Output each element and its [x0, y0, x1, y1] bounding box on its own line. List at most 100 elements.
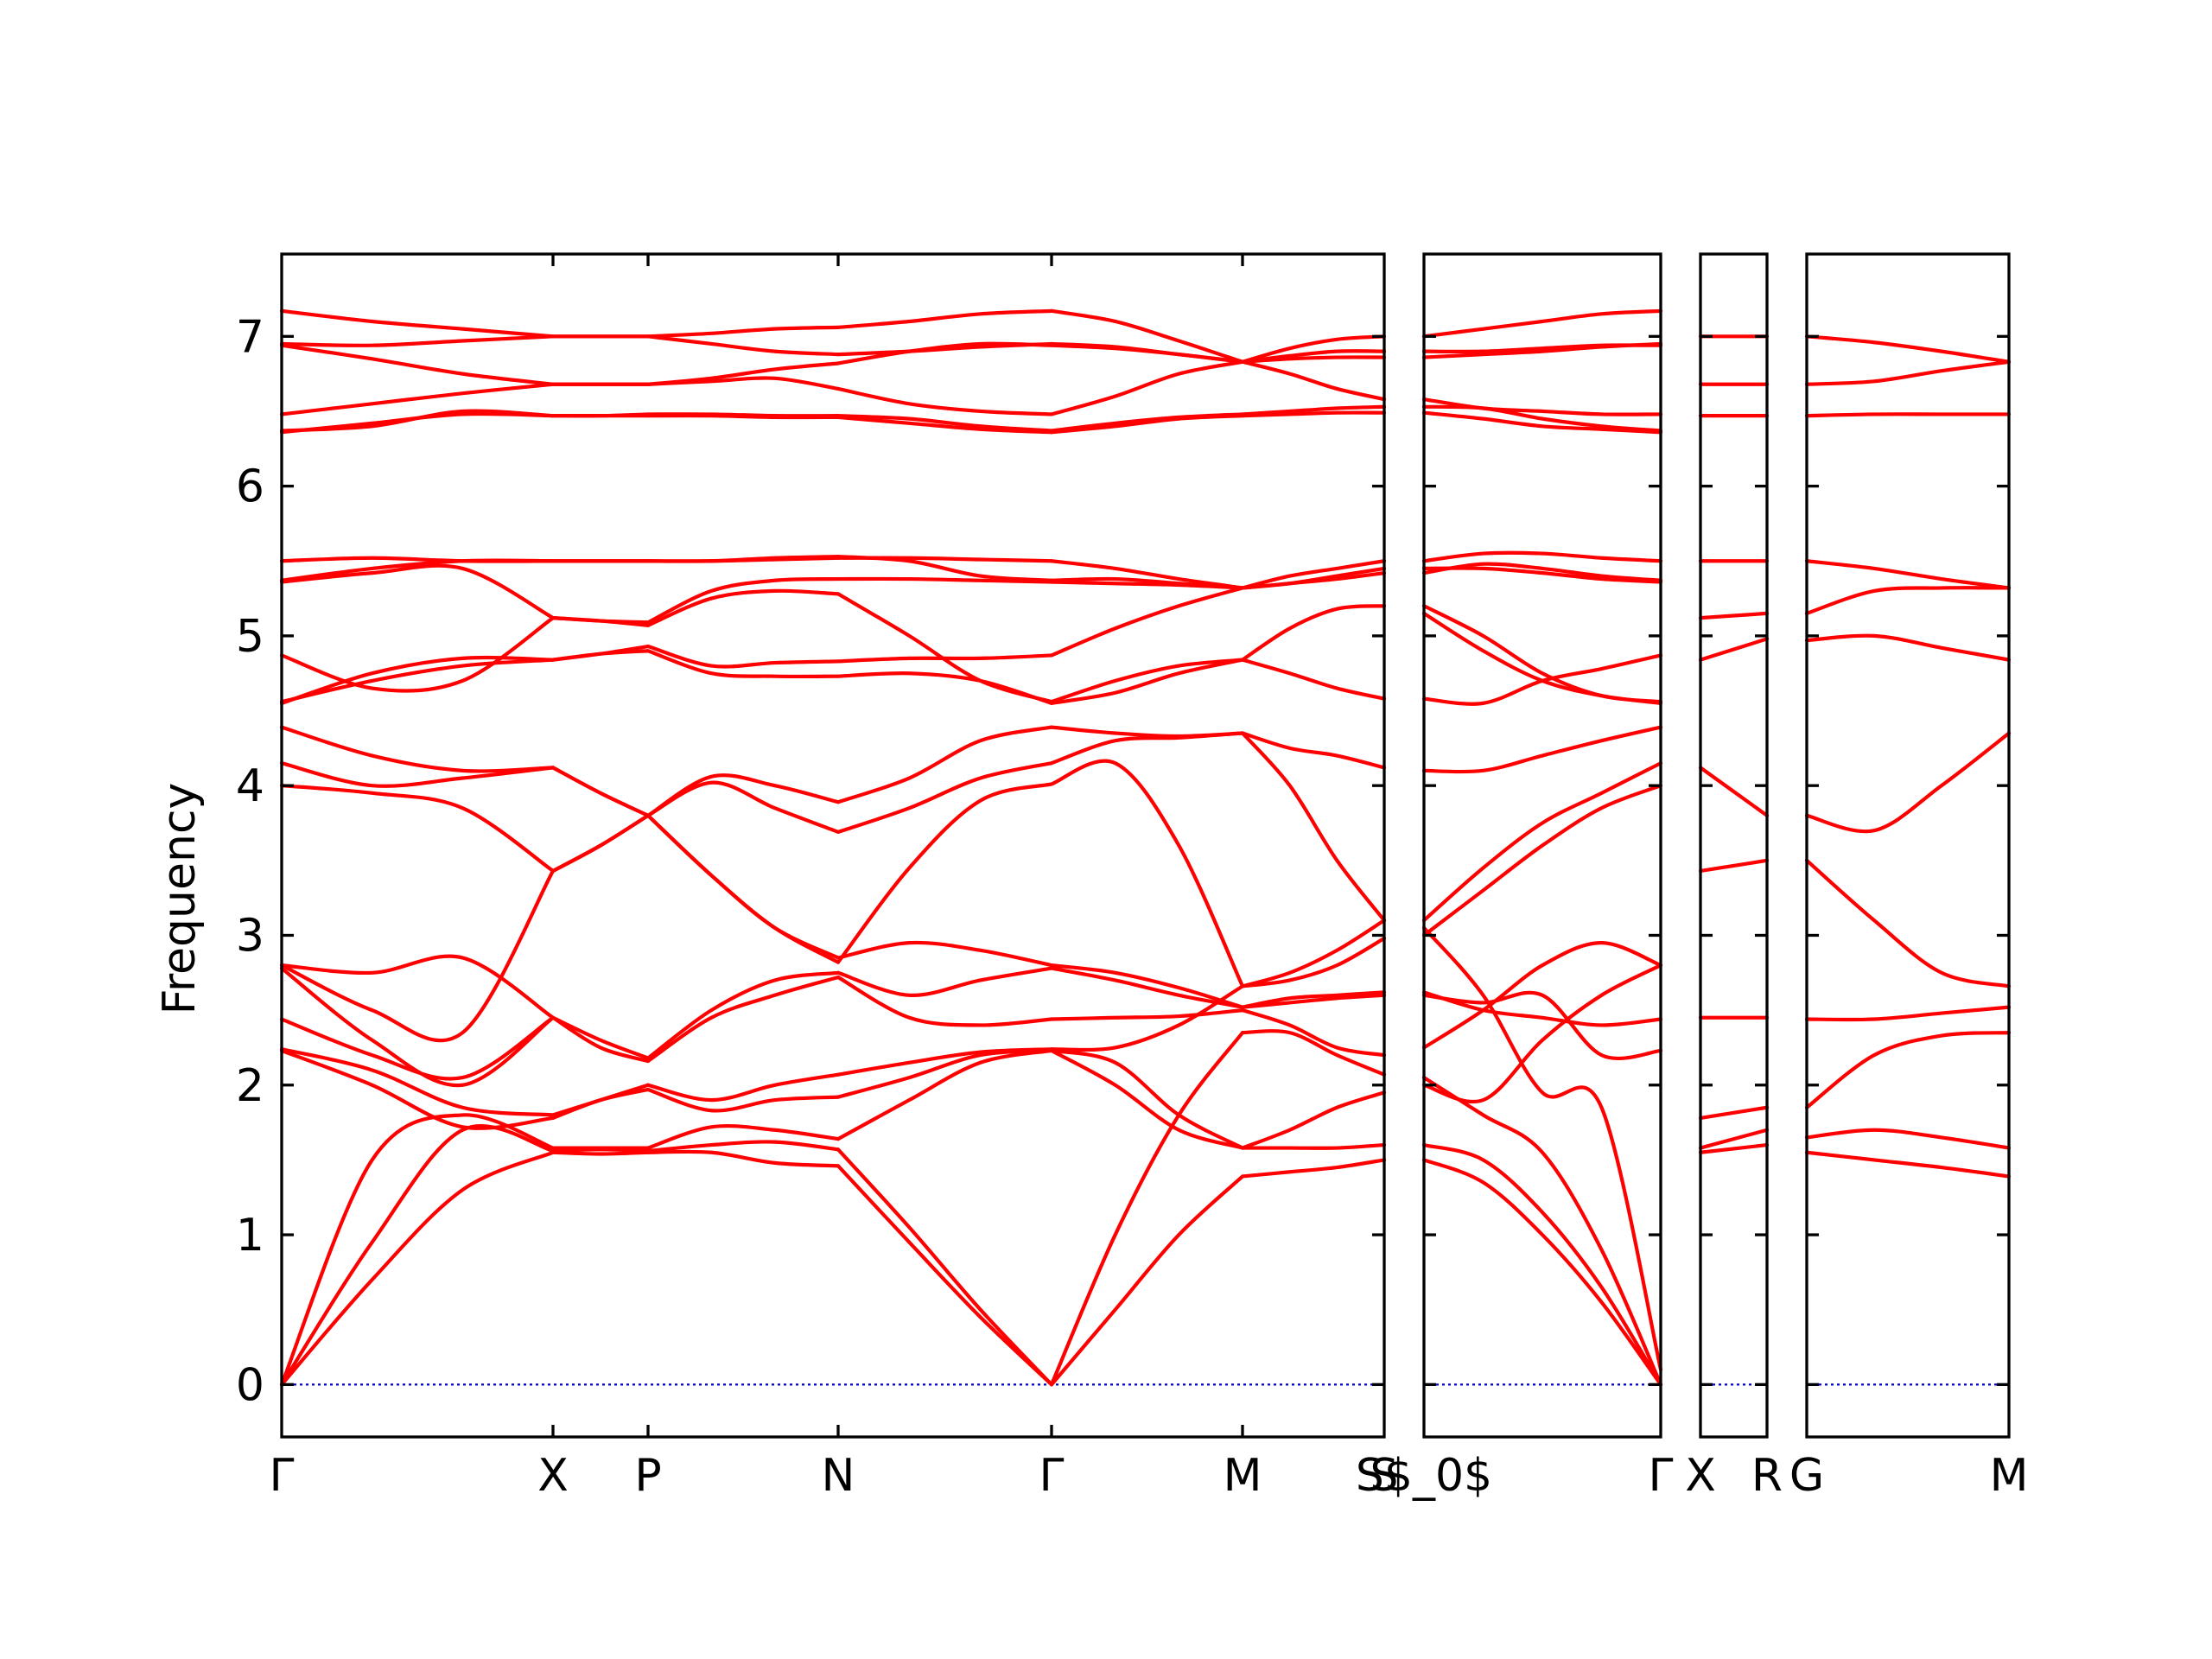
band-line-p1-s5-b11	[1049, 725, 1245, 739]
band-line-p1-s1-b15	[279, 616, 556, 693]
band-line-p1-s2-b11	[550, 766, 651, 817]
band-line-p1-s3-b13	[645, 644, 841, 669]
band-line-p1-s3-b22	[645, 334, 841, 357]
band-line-p3-s1-b1	[1698, 1142, 1770, 1154]
band-line-p1-s4-b12	[836, 671, 1054, 705]
band-line-p1-s6-b10	[1240, 731, 1387, 923]
band-line-p1-s3-b3	[645, 1123, 841, 1150]
band-line-p2-s1-b14	[1421, 653, 1663, 706]
band-line-p1-s1-b7	[279, 966, 556, 1088]
x-tick-label: M	[1224, 1450, 1262, 1502]
x-tick-label: S$_0$	[1356, 1450, 1492, 1502]
x-tick-label: N	[822, 1450, 855, 1502]
band-line-p2-s1-b22	[1421, 343, 1663, 353]
band-line-p4-s1-b1	[1804, 1150, 2012, 1179]
band-line-p1-s4-b2	[836, 1147, 1054, 1387]
band-line-p1-s5-b10	[1049, 731, 1245, 766]
band-line-p1-s1-b2	[279, 1124, 556, 1387]
band-line-p3-s1-b6	[1698, 766, 1770, 817]
band-line-p1-s3-b12	[645, 649, 841, 679]
y-tick-label: 6	[236, 461, 264, 513]
band-line-p1-s4-b6	[836, 975, 1054, 1027]
band-line-p1-s1-b23	[279, 334, 556, 347]
band-line-p1-s1-b5	[279, 1047, 556, 1117]
band-line-p1-s3-b2	[645, 1140, 841, 1154]
band-line-p1-s5-b20	[1049, 359, 1245, 416]
x-tick-label: X	[1685, 1450, 1716, 1502]
y-tick-label: 7	[236, 311, 264, 363]
y-axis-label: Frequency	[154, 783, 206, 1015]
band-line-p1-s4-b5	[836, 1047, 1054, 1077]
panel-frame	[1422, 252, 1662, 1439]
band-line-p1-s6-b2	[1240, 1142, 1387, 1150]
x-tick-label: Γ	[270, 1450, 295, 1502]
band-line-p1-s6-b19	[1240, 359, 1387, 402]
band-line-p1-s6-b7	[1240, 993, 1387, 1009]
band-line-p1-s5-b9	[1049, 759, 1245, 988]
band-line-p1-s3-b1	[645, 1149, 841, 1168]
band-line-p1-s1-b1	[279, 1150, 556, 1387]
band-line-p1-s4-b18	[836, 415, 1054, 435]
band-line-p1-s6-b17	[1240, 410, 1387, 418]
band-line-p1-s3-b11	[645, 773, 841, 817]
y-tick-label: 0	[236, 1359, 264, 1411]
band-line-p1-s5-b4	[1049, 1048, 1245, 1150]
band-line-p1-s3-b7	[645, 970, 841, 1060]
x-tick-label: R	[1751, 1450, 1783, 1502]
band-line-p1-s1-b14	[279, 658, 556, 704]
band-line-p4-s1-b4	[1804, 1005, 2012, 1022]
band-line-p1-s6-b5	[1240, 936, 1387, 988]
band-line-p2-s1-b3	[1421, 1076, 1663, 1387]
band-line-p1-s6-b12	[1240, 658, 1387, 701]
band-line-p1-s4-b1	[836, 1164, 1054, 1387]
band-line-p1-s1-b8	[279, 954, 556, 1020]
band-line-p1-s6-b11	[1240, 731, 1387, 770]
band-line-p1-s3-b17	[645, 556, 841, 563]
band-panel-2: S$_0$ Γ	[1356, 252, 1674, 1502]
band-line-p1-s5-b13	[1049, 586, 1245, 658]
band-line-p1-s3-b8	[645, 813, 841, 960]
band-line-p1-s2-b15	[550, 616, 651, 625]
band-line-p2-s1-b7	[1421, 990, 1663, 1060]
band-line-p1-s1-b11	[279, 761, 556, 788]
band-line-p1-s2-b5	[550, 1083, 651, 1117]
band-line-p1-s5-b19	[1049, 412, 1245, 433]
y-tick-label: 2	[236, 1060, 264, 1112]
band-line-p3-s1-b7	[1698, 637, 1770, 662]
band-line-p1-s5-b22	[1049, 341, 1245, 364]
band-line-p2-s1-b13	[1421, 611, 1663, 705]
band-line-p2-s1-b11	[1421, 725, 1663, 774]
band-line-p1-s6-b4	[1240, 1029, 1387, 1077]
x-tick-label: Γ	[1039, 1450, 1065, 1502]
band-line-p4-s1-b12	[1804, 334, 2012, 364]
band-line-p3-s1-b3	[1698, 1105, 1770, 1120]
band-line-p1-s4-b17	[836, 556, 1054, 563]
band-line-p1-s2-b9	[550, 813, 651, 874]
x-tick-label: S	[1370, 1450, 1398, 1502]
band-line-p1-s6-b6	[1240, 1008, 1387, 1058]
band-line-p2-s1-b20	[1421, 397, 1663, 416]
band-line-p1-s6-b18	[1240, 404, 1387, 416]
band-line-p1-s6-b22	[1240, 334, 1387, 364]
band-line-p2-s1-b16	[1421, 562, 1663, 582]
band-line-p1-s4-b7	[836, 966, 1054, 997]
y-tick-label: 4	[236, 760, 264, 812]
band-line-p1-s6-b9	[1240, 918, 1387, 988]
band-line-p1-s6-b8	[1240, 990, 1387, 1009]
band-line-p1-s3-b15	[645, 576, 841, 625]
band-line-p1-s5-b7	[1049, 966, 1245, 1009]
band-line-p1-s5-b8	[1049, 963, 1245, 1009]
band-line-p1-s4-b22	[836, 341, 1054, 357]
band-line-p1-s2-b7	[550, 1015, 651, 1060]
band-line-p3-s1-b5	[1698, 858, 1770, 874]
band-line-p2-s1-b4	[1421, 925, 1663, 1372]
panel-frame	[1699, 252, 1769, 1439]
band-line-p1-s5-b17	[1049, 559, 1245, 590]
band-line-p1-s4-b20	[836, 386, 1054, 416]
band-line-p1-s3-b4	[645, 1087, 841, 1113]
band-line-p2-s1-b10	[1421, 784, 1663, 938]
band-line-p4-s1-b10	[1804, 412, 2012, 418]
band-line-p1-s4-b15	[836, 576, 1054, 584]
band-line-p1-s2-b19	[550, 412, 651, 418]
